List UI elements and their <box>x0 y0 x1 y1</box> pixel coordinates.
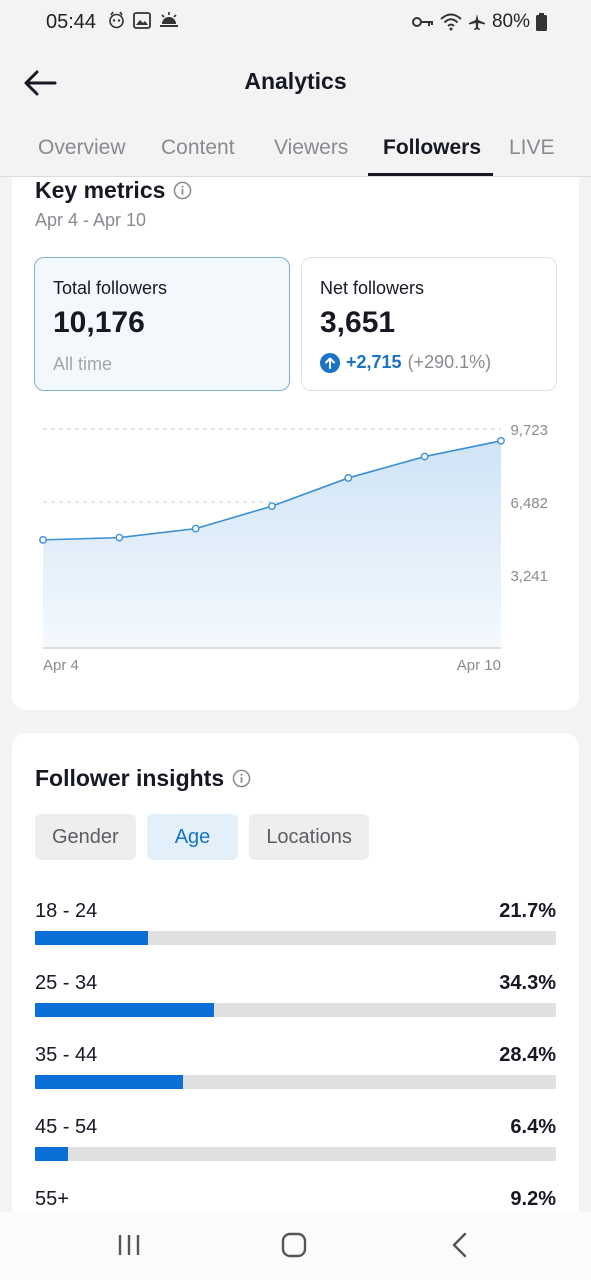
follower-insights-card: Follower insights Gender Age Locations 1… <box>12 733 579 1213</box>
battery-icon <box>536 13 547 31</box>
airplane-icon <box>468 14 485 30</box>
age-percent: 6.4% <box>510 1116 556 1138</box>
total-followers-sub: All time <box>53 354 113 374</box>
tab-overview[interactable]: Overview <box>38 136 126 159</box>
data-point <box>268 502 276 510</box>
followers-chart: 9,723 6,482 3,241 Apr 4 Apr 10 <box>39 422 548 674</box>
age-bar-fill <box>35 1075 183 1089</box>
recent-apps-button[interactable] <box>117 1232 141 1263</box>
insights-heading: Follower insights <box>35 765 251 792</box>
total-followers-card[interactable]: Total followers 10,176 All time <box>34 257 290 391</box>
gallery-icon <box>133 11 151 29</box>
data-point <box>420 452 429 461</box>
area-fill <box>43 440 501 648</box>
age-row: 45 - 54 6.4% <box>35 1116 556 1176</box>
key-metrics-title: Key metrics <box>35 177 166 203</box>
age-row: 25 - 34 34.3% <box>35 972 556 1032</box>
x-tick-label: Apr 10 <box>457 657 501 674</box>
y-tick-label: 6,482 <box>510 495 548 512</box>
recent-apps-icon <box>118 1235 140 1255</box>
status-right-icons: 80% <box>411 11 547 33</box>
tab-content[interactable]: Content <box>161 136 235 159</box>
data-point <box>191 524 200 533</box>
age-percent: 28.4% <box>499 1044 556 1066</box>
total-followers-label: Total followers <box>53 278 168 298</box>
key-metrics-card: Key metrics Apr 4 - Apr 10 Total followe… <box>12 177 579 710</box>
net-change-value: +2,715 <box>346 352 402 372</box>
data-point <box>39 535 47 544</box>
age-label: 55+ <box>35 1188 69 1210</box>
age-bar-fill <box>35 931 149 945</box>
age-bar-track <box>35 1003 556 1017</box>
tab-viewers[interactable]: Viewers <box>274 136 349 159</box>
active-tab-indicator <box>368 173 493 176</box>
age-bar-track <box>35 1147 556 1161</box>
net-followers-card[interactable]: Net followers 3,651 +2,715 (+290.1%) <box>301 257 557 391</box>
weather-icon <box>160 12 178 27</box>
age-row: 18 - 24 21.7% <box>35 900 556 960</box>
insight-filter-chips: Gender Age Locations <box>35 814 369 860</box>
status-left-icons <box>108 11 179 29</box>
tab-live[interactable]: LIVE <box>509 136 555 159</box>
age-row: 55+ 9.2% <box>35 1188 556 1213</box>
age-percent: 21.7% <box>499 900 556 922</box>
status-bar: 05:44 80% <box>0 0 591 44</box>
insights-title: Follower insights <box>35 765 225 791</box>
age-bar-fill <box>35 1147 69 1161</box>
info-icon[interactable] <box>232 769 251 788</box>
y-tick-label: 3,241 <box>510 568 548 585</box>
data-point <box>115 533 124 542</box>
system-back-button[interactable] <box>450 1232 470 1263</box>
age-row: 35 - 44 28.4% <box>35 1044 556 1104</box>
net-followers-change: +2,715 (+290.1%) <box>320 352 491 373</box>
arrow-up-circle-icon <box>320 352 340 373</box>
date-range: Apr 4 - Apr 10 <box>35 210 147 230</box>
age-label: 35 - 44 <box>35 1044 98 1066</box>
system-nav-bar <box>0 1212 591 1280</box>
y-tick-label: 9,723 <box>510 422 548 439</box>
face-icon <box>109 11 124 29</box>
net-followers-label: Net followers <box>320 278 425 298</box>
chip-age[interactable]: Age <box>146 814 239 860</box>
back-icon <box>452 1232 467 1258</box>
tab-followers[interactable]: Followers <box>383 136 482 159</box>
battery-percent: 80% <box>491 11 530 32</box>
net-followers-value: 3,651 <box>320 306 396 339</box>
age-percent: 9.2% <box>510 1188 556 1210</box>
chip-locations[interactable]: Locations <box>249 814 369 860</box>
key-metrics-heading: Key metrics <box>35 177 192 204</box>
info-icon[interactable] <box>173 181 192 200</box>
back-button[interactable] <box>22 68 58 98</box>
total-followers-value: 10,176 <box>53 306 145 339</box>
age-bar-fill <box>35 1003 214 1017</box>
data-point <box>344 474 353 482</box>
status-time: 05:44 <box>46 11 97 33</box>
key-icon <box>411 17 433 27</box>
age-label: 25 - 34 <box>35 972 98 994</box>
age-bar-track <box>35 931 556 945</box>
arrow-left-icon <box>24 70 57 96</box>
page-title: Analytics <box>244 68 347 94</box>
data-point <box>497 436 505 445</box>
net-change-percent: (+290.1%) <box>407 352 492 372</box>
age-label: 18 - 24 <box>35 900 98 922</box>
home-icon <box>281 1232 307 1258</box>
age-bar-track <box>35 1075 556 1089</box>
analytics-tabs: Overview Content Viewers Followers LIVE <box>0 126 591 177</box>
age-label: 45 - 54 <box>35 1116 98 1138</box>
wifi-icon <box>440 13 462 31</box>
home-button[interactable] <box>281 1232 307 1263</box>
age-percent: 34.3% <box>499 972 556 994</box>
app-header: Analytics <box>0 44 591 126</box>
x-tick-label: Apr 4 <box>43 657 79 674</box>
chip-gender[interactable]: Gender <box>35 814 136 860</box>
